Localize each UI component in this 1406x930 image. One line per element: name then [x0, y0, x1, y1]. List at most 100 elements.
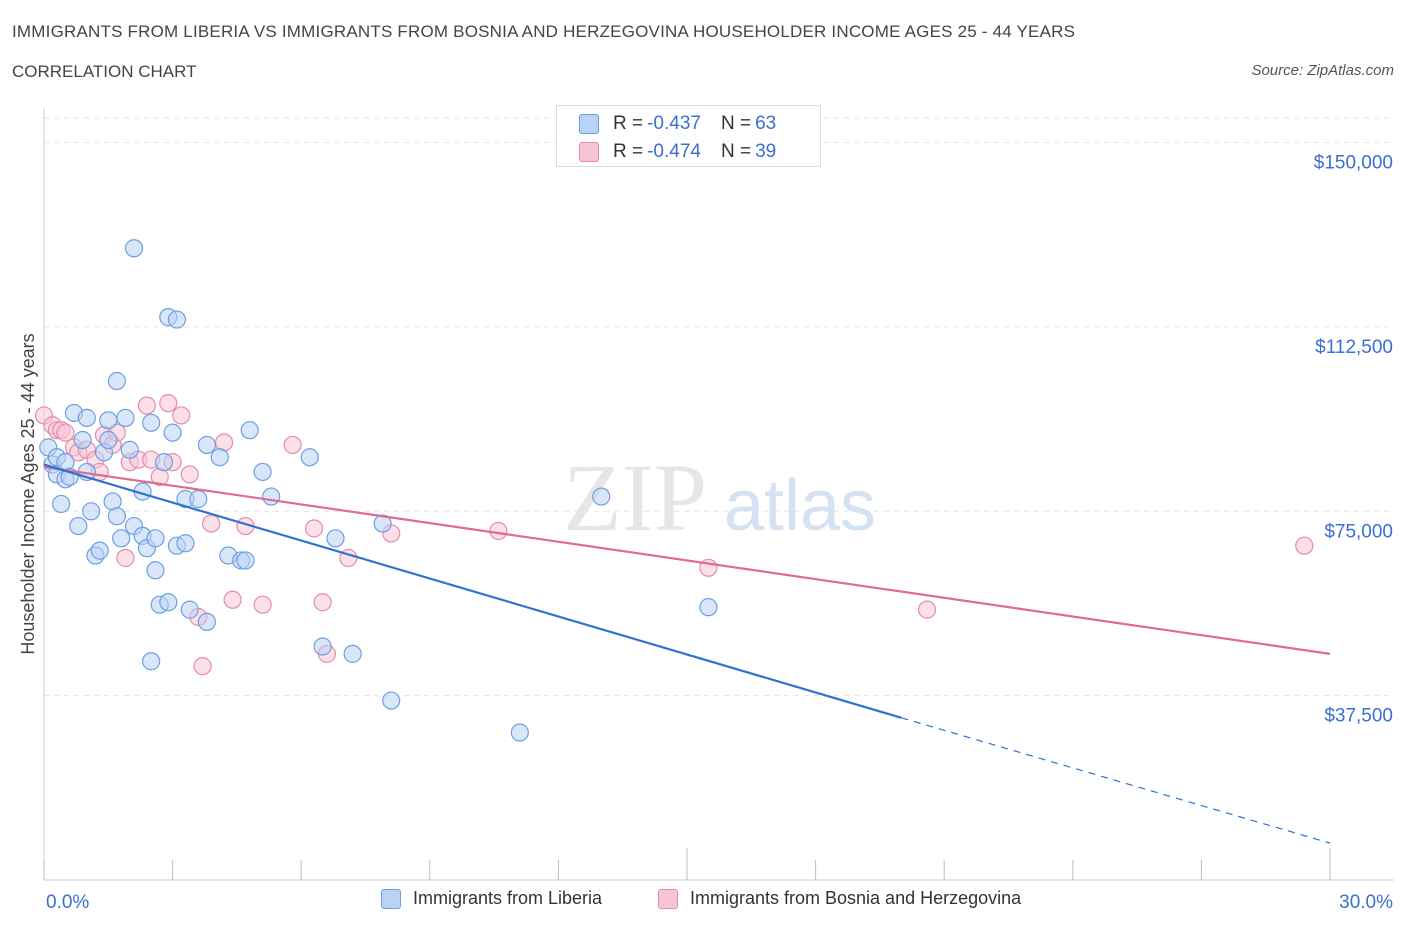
data-point-bosnia: [489, 521, 508, 541]
data-point-liberia: [262, 487, 281, 506]
y-tick-label: $37,500: [1324, 706, 1393, 727]
data-point-liberia: [107, 371, 126, 391]
trendline-liberia-extension: [901, 717, 1331, 844]
legend-swatch-bosnia: [658, 888, 678, 909]
liberia-swatch: [579, 114, 599, 134]
x-tick-label: 30.0%: [1339, 892, 1393, 913]
data-point-liberia: [159, 593, 178, 612]
data-point-liberia: [107, 507, 126, 526]
trendline-bosnia: [43, 465, 1331, 655]
y-tick-label: $75,000: [1324, 521, 1393, 542]
data-point-liberia: [253, 462, 272, 482]
data-point-liberia: [124, 239, 144, 258]
data-point-liberia: [99, 411, 118, 430]
data-point-liberia: [236, 551, 255, 570]
legend-item-bosnia[interactable]: Immigrants from Bosnia and Herzegovina: [658, 888, 1021, 909]
data-point-bosnia: [180, 465, 199, 484]
data-point-bosnia: [172, 406, 191, 425]
data-point-bosnia: [283, 435, 302, 455]
r-label: R =: [613, 113, 644, 134]
data-point-liberia: [180, 600, 199, 619]
data-point-liberia: [510, 723, 529, 742]
data-point-liberia: [146, 561, 165, 580]
legend-label-bosnia: Immigrants from Bosnia and Herzegovina: [690, 888, 1022, 908]
data-point-liberia: [154, 453, 174, 472]
data-point-liberia: [240, 421, 259, 440]
data-point-liberia: [197, 612, 216, 632]
n-label: N =: [720, 141, 752, 162]
grid-lines: [44, 117, 1394, 697]
y-tick-labels: $37,500 $75,000 $112,500 $150,000: [1314, 153, 1393, 727]
r-label: R =: [613, 141, 644, 162]
data-point-liberia: [592, 487, 611, 506]
data-point-liberia: [699, 598, 718, 617]
stats-legend: R = -0.437 N = 63 R = -0.474 N = 39: [556, 105, 821, 167]
y-tick-label: $150,000: [1314, 153, 1393, 174]
data-point-bosnia: [193, 657, 212, 676]
data-point-bosnia: [56, 423, 75, 442]
r-value-bosnia: -0.474: [647, 141, 701, 162]
data-point-liberia: [146, 529, 165, 548]
data-point-bosnia: [304, 519, 324, 538]
watermark-atlas: atlas: [724, 466, 876, 546]
data-point-bosnia: [116, 548, 135, 568]
data-point-bosnia: [917, 600, 937, 619]
x-tick-labels: 0.0% 30.0%: [46, 892, 1393, 913]
y-axis-label: Householder Income Ages 25 - 44 years: [18, 333, 38, 654]
data-point-bosnia: [1295, 536, 1314, 555]
r-value-liberia: -0.437: [647, 113, 701, 134]
data-point-liberia: [197, 435, 216, 455]
trendline-liberia: [43, 463, 902, 719]
data-point-liberia: [112, 529, 131, 548]
data-point-liberia: [99, 430, 118, 450]
data-point-liberia: [82, 502, 101, 521]
series-liberia-points: [39, 239, 718, 742]
axes: [43, 108, 1394, 881]
n-label: N =: [720, 113, 752, 134]
data-point-liberia: [142, 413, 161, 432]
chart-subtitle: CORRELATION CHART: [12, 62, 197, 81]
data-point-liberia: [326, 529, 345, 548]
data-point-bosnia: [313, 593, 332, 612]
n-value-bosnia: 39: [755, 141, 777, 162]
data-point-liberia: [142, 652, 161, 671]
data-point-liberia: [313, 637, 332, 656]
data-point-liberia: [300, 448, 319, 467]
legend-item-liberia[interactable]: Immigrants from Liberia: [381, 888, 602, 909]
bosnia-swatch: [579, 142, 599, 162]
y-tick-label: $112,500: [1315, 337, 1393, 358]
legend-label-liberia: Immigrants from Liberia: [413, 888, 603, 908]
trendlines: [43, 463, 1331, 844]
watermark: ZIP atlas: [563, 444, 876, 551]
data-point-liberia: [167, 310, 186, 329]
data-point-liberia: [373, 514, 392, 533]
data-point-liberia: [176, 534, 195, 553]
x-tick-label: 0.0%: [46, 892, 89, 913]
data-point-bosnia: [159, 394, 178, 413]
data-point-liberia: [52, 494, 71, 514]
chart-title: IMMIGRANTS FROM LIBERIA VS IMMIGRANTS FR…: [12, 22, 1076, 41]
data-point-liberia: [77, 408, 96, 427]
data-point-liberia: [73, 430, 92, 450]
stats-row-bosnia: R = -0.474 N = 39: [579, 141, 776, 163]
stats-row-liberia: R = -0.437 N = 63: [579, 113, 776, 135]
data-point-liberia: [120, 440, 139, 459]
watermark-zip: ZIP: [563, 444, 707, 551]
data-point-liberia: [69, 516, 88, 536]
data-point-liberia: [343, 644, 362, 663]
data-point-liberia: [90, 541, 109, 560]
legend-swatch-liberia: [381, 888, 401, 909]
data-point-liberia: [189, 489, 208, 509]
data-point-liberia: [382, 691, 401, 710]
data-point-liberia: [116, 408, 135, 427]
source-label: Source: ZipAtlas.com: [1251, 62, 1394, 79]
data-point-bosnia: [137, 396, 156, 415]
data-point-liberia: [163, 423, 182, 442]
bottom-legend: Immigrants from Liberia Immigrants from …: [0, 888, 1406, 916]
data-point-bosnia: [223, 590, 242, 609]
data-point-bosnia: [202, 514, 221, 533]
data-point-bosnia: [253, 595, 272, 614]
data-point-liberia: [210, 448, 229, 467]
n-value-liberia: 63: [755, 113, 777, 134]
